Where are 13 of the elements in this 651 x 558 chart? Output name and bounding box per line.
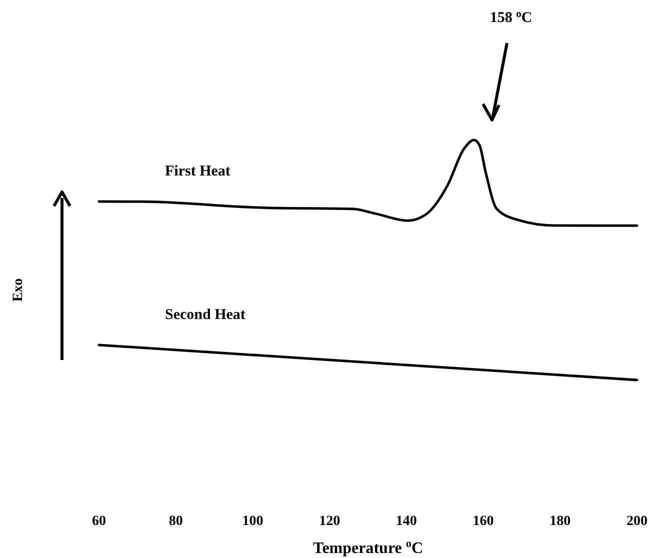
x-tick-label: 80 bbox=[168, 514, 183, 529]
x-axis-title: Temperature $^{o}$C bbox=[312, 538, 424, 557]
x-tick-label: 200 bbox=[626, 514, 648, 529]
x-tick-label: 180 bbox=[550, 514, 571, 529]
x-tick-label: 160 bbox=[472, 514, 494, 529]
x-tick-label: 100 bbox=[242, 514, 264, 529]
series-label: First Heat bbox=[165, 163, 230, 180]
text: 158 $^{o}$C bbox=[490, 8, 532, 26]
x-tick-label: 140 bbox=[396, 514, 417, 529]
series-label: Second Heat bbox=[165, 306, 246, 323]
x-tick-label: 60 bbox=[92, 514, 106, 529]
x-tick-label: 120 bbox=[319, 514, 340, 529]
y-axis-title: Exo bbox=[11, 278, 26, 302]
